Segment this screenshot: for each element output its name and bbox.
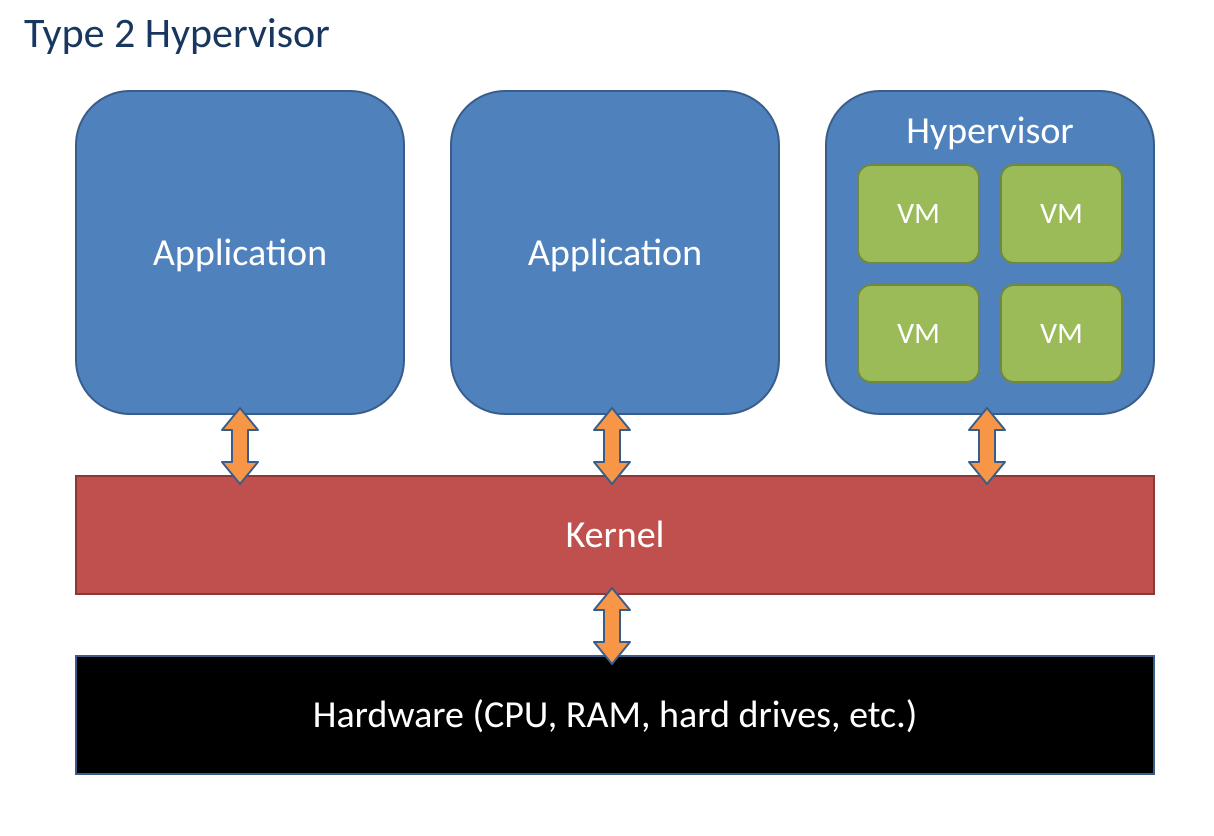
diagram-title: Type 2 Hypervisor: [24, 8, 330, 59]
top-row: Application Application Hypervisor VM VM…: [75, 90, 1155, 415]
vm-box: VM: [857, 284, 980, 384]
double-arrow-icon: [590, 586, 634, 666]
diagram-page: Type 2 Hypervisor Application Applicatio…: [0, 0, 1214, 836]
application-label: Application: [153, 230, 327, 276]
hypervisor-label: Hypervisor: [906, 108, 1073, 154]
double-arrow-icon: [965, 406, 1009, 486]
vm-box: VM: [1000, 284, 1123, 384]
application-label: Application: [528, 230, 702, 276]
vm-label: VM: [897, 315, 940, 352]
vm-box: VM: [1000, 164, 1123, 264]
application-box: Application: [75, 90, 405, 415]
hardware-label: Hardware (CPU, RAM, hard drives, etc.): [313, 692, 917, 738]
vm-label: VM: [1040, 195, 1083, 232]
double-arrow-icon: [590, 406, 634, 486]
double-arrow-icon: [218, 406, 262, 486]
hypervisor-box: Hypervisor VM VM VM VM: [825, 90, 1155, 415]
hardware-box: Hardware (CPU, RAM, hard drives, etc.): [75, 655, 1155, 775]
kernel-box: Kernel: [75, 475, 1155, 595]
vm-grid: VM VM VM VM: [857, 164, 1123, 383]
application-box: Application: [450, 90, 780, 415]
kernel-label: Kernel: [566, 512, 665, 558]
vm-label: VM: [1040, 315, 1083, 352]
vm-box: VM: [857, 164, 980, 264]
vm-label: VM: [897, 195, 940, 232]
